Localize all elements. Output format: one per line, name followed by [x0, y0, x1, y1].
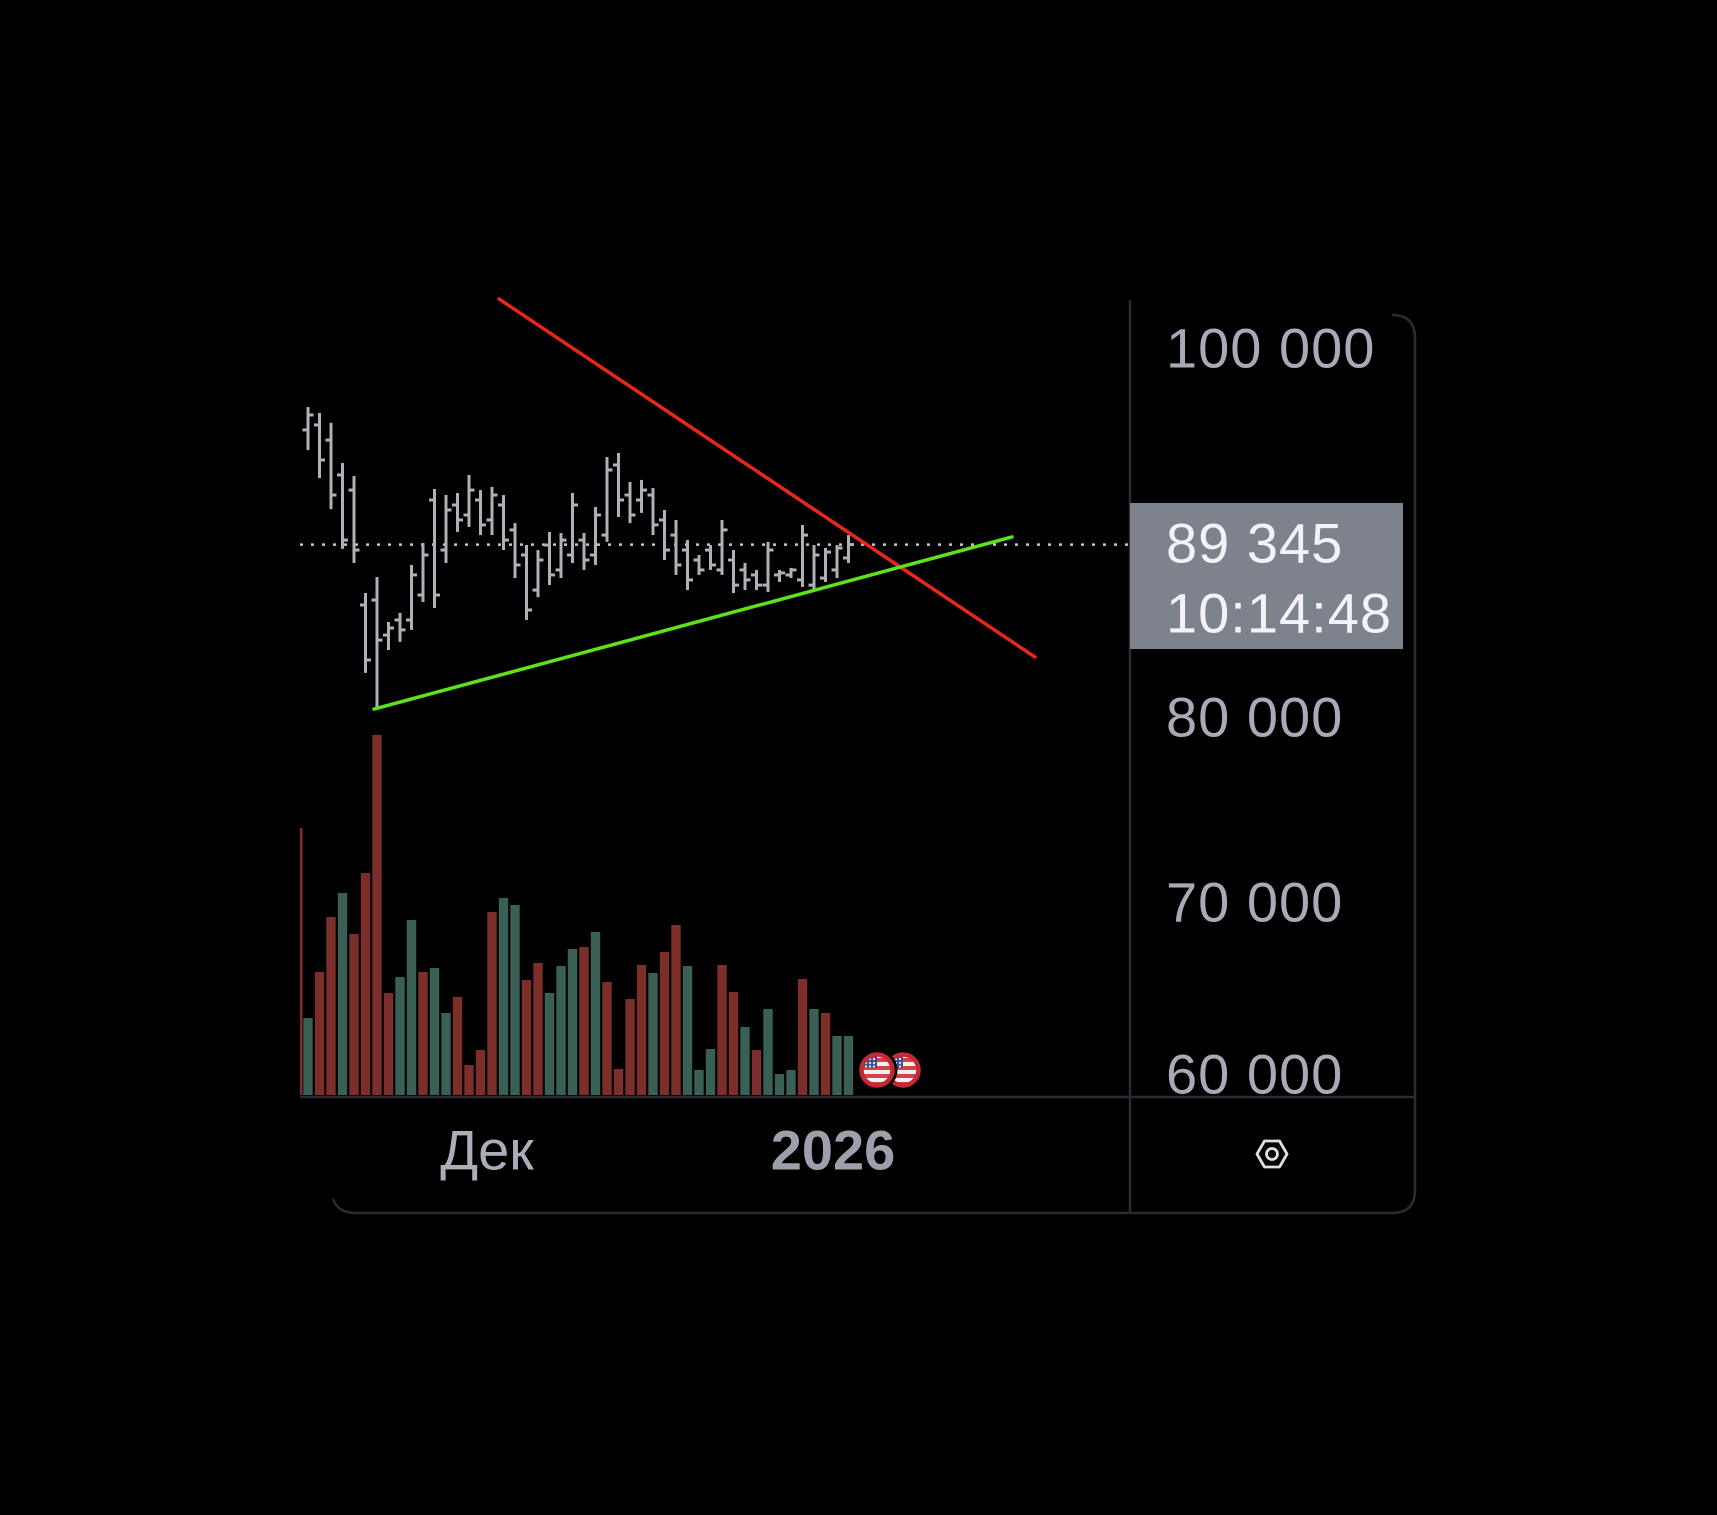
us-flag-icon-left — [859, 1052, 895, 1088]
event-flag-badges[interactable] — [856, 1049, 921, 1091]
time-tick-month-dec: Дек — [440, 1118, 534, 1182]
current-price-box: 89 345 10:14:48 — [1130, 503, 1403, 649]
price-tick-60000: 60 000 — [1166, 1042, 1344, 1106]
current-price-value: 89 345 — [1166, 511, 1344, 575]
volume-series — [300, 735, 854, 1095]
panel-border — [300, 300, 1417, 1215]
trendline-support[interactable] — [372, 535, 1014, 711]
price-tick-100000: 100 000 — [1166, 316, 1376, 380]
trendline-resistance[interactable] — [497, 297, 1037, 659]
scale-settings-gear-icon[interactable] — [1255, 1139, 1289, 1169]
ohlc-bar-series — [302, 407, 854, 708]
current-price-time: 10:14:48 — [1166, 581, 1392, 645]
price-tick-80000: 80 000 — [1166, 685, 1344, 749]
time-tick-year-2026: 2026 — [770, 1118, 896, 1182]
price-tick-70000: 70 000 — [1166, 870, 1344, 934]
